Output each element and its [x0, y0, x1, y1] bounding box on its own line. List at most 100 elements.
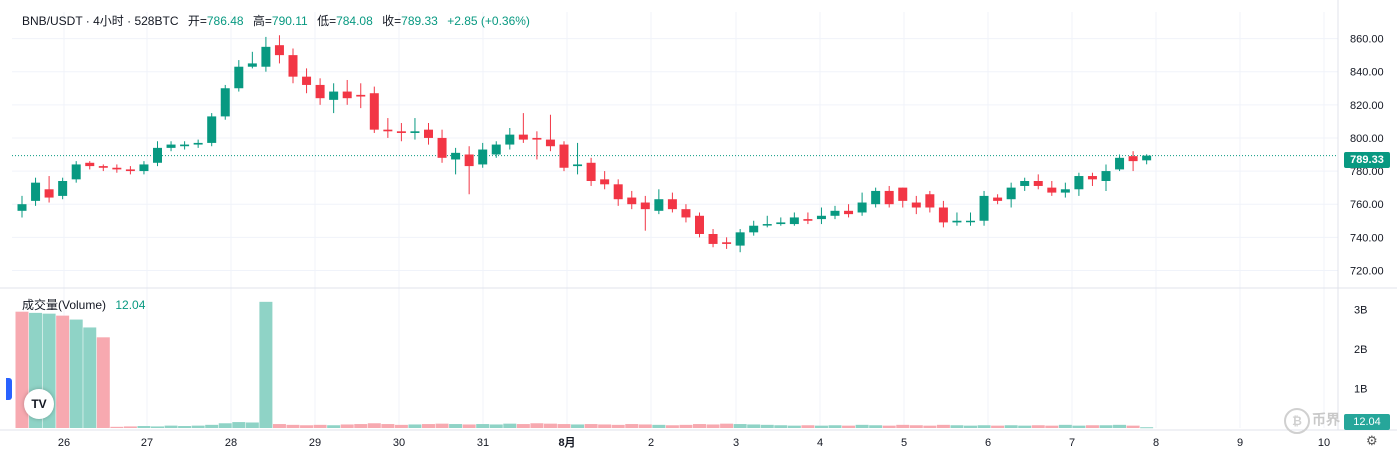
volume-bar[interactable]: [584, 424, 598, 428]
candle[interactable]: [776, 217, 786, 226]
volume-bar[interactable]: [571, 424, 585, 428]
volume-bar[interactable]: [882, 425, 896, 428]
volume-bar[interactable]: [367, 423, 381, 428]
candle[interactable]: [234, 60, 244, 92]
volume-bar[interactable]: [286, 424, 300, 428]
volume-bar[interactable]: [665, 425, 679, 428]
volume-bar[interactable]: [259, 301, 273, 428]
candle[interactable]: [749, 220, 759, 236]
candle[interactable]: [938, 200, 948, 228]
candle[interactable]: [613, 179, 623, 206]
volume-bar[interactable]: [516, 424, 530, 428]
candle[interactable]: [302, 68, 312, 94]
candle[interactable]: [220, 84, 230, 120]
volume-bar[interactable]: [638, 424, 652, 428]
candle[interactable]: [193, 139, 203, 148]
candle[interactable]: [288, 48, 298, 84]
volume-bar[interactable]: [1004, 425, 1018, 428]
volume-bar[interactable]: [842, 425, 856, 428]
volume-series[interactable]: [15, 301, 1154, 429]
candlestick-series[interactable]: [17, 35, 1152, 253]
volume-bar[interactable]: [801, 425, 815, 428]
candle[interactable]: [532, 131, 542, 160]
volume-bar[interactable]: [625, 424, 639, 428]
candle[interactable]: [17, 195, 27, 218]
candle[interactable]: [98, 164, 108, 172]
candle[interactable]: [166, 141, 176, 152]
volume-bar[interactable]: [83, 327, 97, 428]
candle[interactable]: [410, 118, 420, 140]
volume-bar[interactable]: [1058, 424, 1072, 428]
candle[interactable]: [640, 195, 650, 231]
candle[interactable]: [898, 187, 908, 208]
volume-bar[interactable]: [56, 315, 70, 428]
candle[interactable]: [505, 128, 515, 150]
volume-bar[interactable]: [151, 426, 164, 428]
candle[interactable]: [424, 123, 433, 145]
candle[interactable]: [518, 113, 528, 143]
volume-bar[interactable]: [1085, 425, 1099, 428]
volume-bar[interactable]: [909, 425, 923, 428]
candle[interactable]: [1142, 154, 1152, 165]
volume-bar[interactable]: [733, 424, 747, 428]
candle[interactable]: [58, 177, 68, 200]
candle[interactable]: [44, 176, 54, 203]
candle[interactable]: [708, 229, 718, 248]
candle[interactable]: [952, 212, 962, 226]
candle[interactable]: [1128, 151, 1138, 172]
candle[interactable]: [274, 35, 284, 64]
volume-bar[interactable]: [408, 424, 422, 428]
candle[interactable]: [437, 129, 447, 163]
volume-bar[interactable]: [923, 425, 937, 428]
volume-bar[interactable]: [1018, 425, 1032, 428]
volume-bar[interactable]: [232, 422, 246, 428]
volume-bar[interactable]: [652, 424, 666, 428]
candle[interactable]: [1047, 181, 1057, 196]
candle[interactable]: [464, 146, 474, 195]
volume-bar[interactable]: [300, 425, 314, 428]
candle[interactable]: [329, 83, 339, 114]
candle[interactable]: [1087, 172, 1097, 186]
volume-bar[interactable]: [435, 423, 449, 428]
candle[interactable]: [762, 215, 772, 228]
candle[interactable]: [1006, 182, 1016, 208]
volume-bar[interactable]: [449, 424, 463, 428]
volume-bar[interactable]: [679, 424, 693, 428]
candle[interactable]: [180, 141, 190, 150]
tradingview-logo[interactable]: TV: [24, 389, 54, 419]
candle[interactable]: [1060, 182, 1070, 198]
candle[interactable]: [681, 204, 691, 223]
candle[interactable]: [71, 161, 81, 183]
volume-bar[interactable]: [977, 425, 991, 428]
candle[interactable]: [559, 141, 569, 172]
candle[interactable]: [884, 185, 894, 208]
volume-bar[interactable]: [137, 426, 151, 428]
candle[interactable]: [153, 141, 162, 167]
candle[interactable]: [545, 114, 555, 152]
candle[interactable]: [789, 212, 799, 226]
candle[interactable]: [247, 51, 257, 69]
symbol-label[interactable]: BNB/USDT · 4小时 · 528BTC: [22, 14, 179, 28]
volume-bar[interactable]: [855, 424, 869, 428]
volume-bar[interactable]: [123, 426, 137, 428]
volume-bar[interactable]: [218, 423, 232, 428]
volume-bar[interactable]: [787, 425, 801, 428]
volume-bar[interactable]: [991, 425, 1005, 428]
candle[interactable]: [1020, 177, 1030, 191]
candle[interactable]: [85, 161, 95, 170]
candle[interactable]: [315, 78, 325, 105]
volume-bar[interactable]: [598, 424, 612, 428]
volume-bar[interactable]: [814, 425, 828, 428]
candle[interactable]: [478, 142, 488, 168]
candle[interactable]: [654, 189, 664, 215]
volume-bar[interactable]: [96, 337, 110, 428]
candle[interactable]: [573, 142, 583, 175]
candle[interactable]: [925, 190, 935, 213]
volume-bar[interactable]: [394, 424, 408, 428]
volume-bar[interactable]: [462, 424, 476, 428]
candle[interactable]: [356, 83, 366, 109]
candle[interactable]: [1033, 174, 1043, 190]
candle[interactable]: [31, 177, 41, 206]
candle[interactable]: [369, 86, 379, 133]
